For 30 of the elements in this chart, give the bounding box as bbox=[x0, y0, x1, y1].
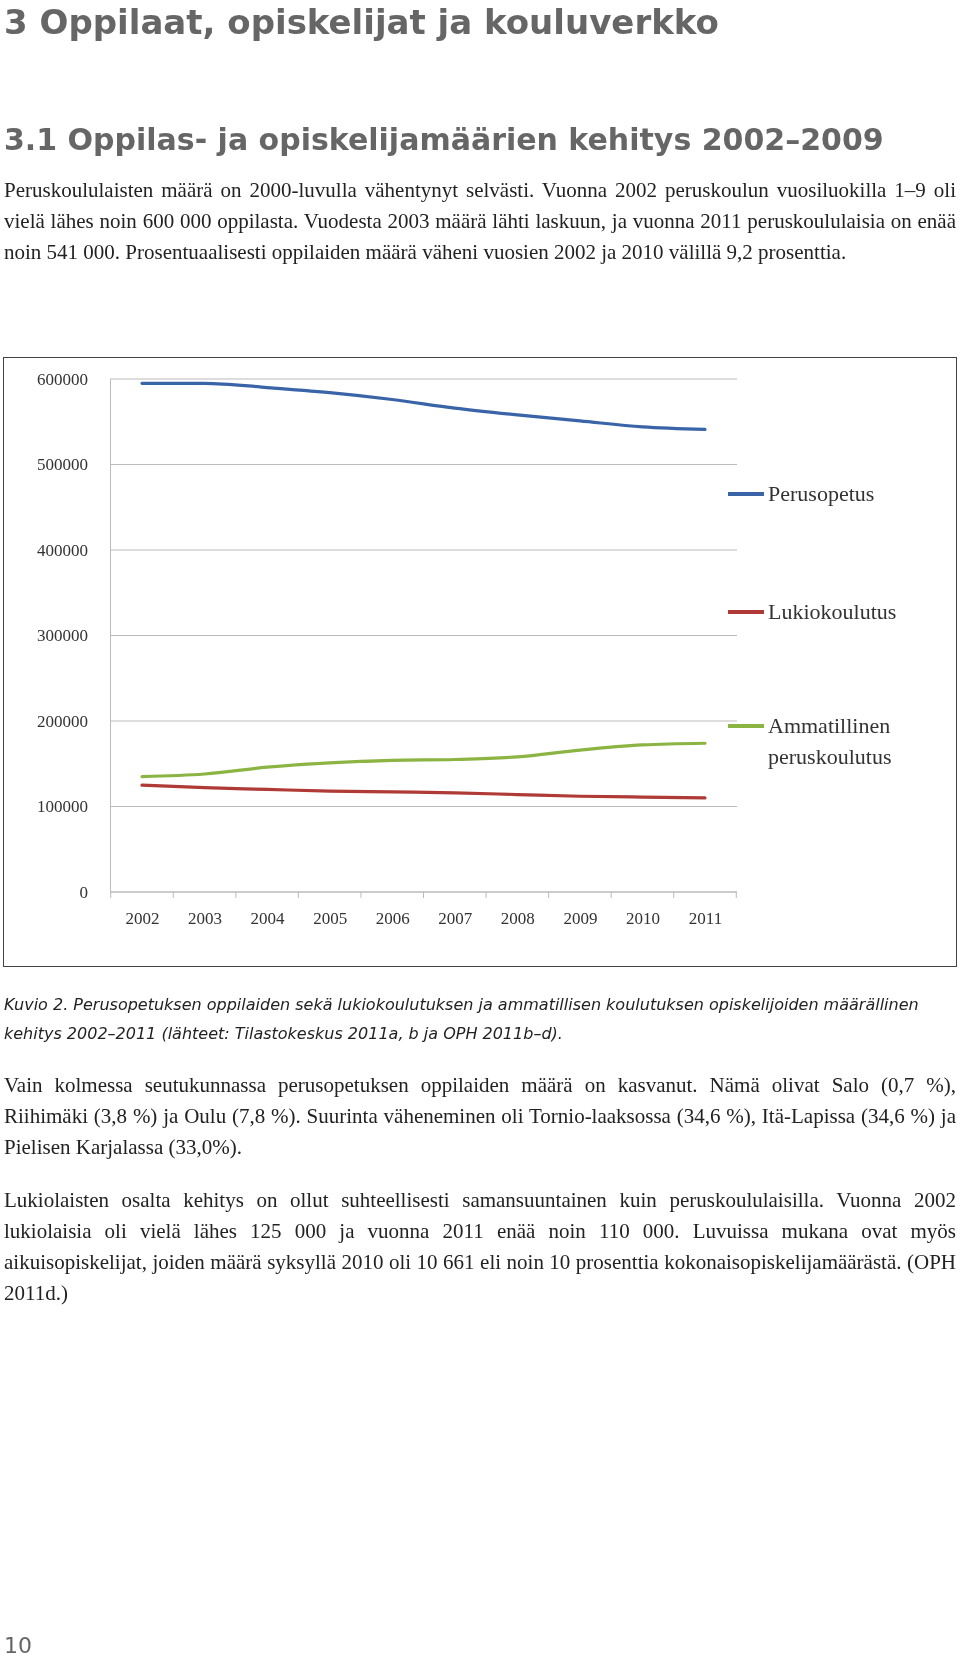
y-tick-label: 400000 bbox=[36, 540, 88, 560]
x-tick-label: 2002 bbox=[125, 908, 159, 928]
y-tick-label: 200000 bbox=[36, 711, 88, 731]
y-tick-label: 600000 bbox=[36, 369, 88, 389]
text: Kuvio 2. Perusopetuksen oppilaiden sekä lukiokoulutuksen ja ammatillisen koulutuksen opiskelijoiden määrällinen kehitys 2002–2011 (lähteet: Tilastokeskus 2011a, b ja OPH 2011b–d). bbox=[4, 994, 920, 1045]
text: 10 bbox=[4, 1632, 33, 1660]
x-tick-label: 2009 bbox=[562, 908, 597, 928]
chart-title: 3 Oppilaat, opiskelijat ja kouluverkko bbox=[4, 2, 719, 42]
x-tick-label: 2008 bbox=[500, 908, 535, 928]
x-tick-label: 2007 bbox=[437, 908, 473, 928]
x-tick-label: 2011 bbox=[688, 908, 722, 928]
x-tick-label: 2010 bbox=[625, 908, 660, 928]
text: Vain kolmessa seutukunnassa perusopetuksen oppilaiden määrä on kasvanut. Nämä olivat Salo (0,7 %), Riihimäki (3,8 %) ja Oulu (7,8 %). Suurinta väheneminen oli Tornio-laaksossa (34,6 %), Itä-Lapissa (34,6 %) ja Pielisen Karjalassa (33,0%). bbox=[4, 1072, 956, 1161]
legend-label: Perusopetus bbox=[768, 481, 875, 506]
x-tick-label: 2004 bbox=[250, 908, 285, 928]
line-series bbox=[139, 741, 707, 778]
y-tick-label: 300000 bbox=[36, 625, 88, 645]
y-tick-label: 0 bbox=[79, 882, 88, 902]
y-tick-label: 100000 bbox=[36, 796, 88, 816]
line-series bbox=[139, 381, 707, 431]
text: Lukiolaisten osalta kehitys on ollut suhteellisesti samansuuntainen kuin peruskoululaisilla. Vuonna 2002 lukiolaisia oli vielä lähes 125 000 ja vuonna 2011 enää noin 110 000. Luvuissa mukana ovat myös aikuisopiskelijat, joiden määrä syksyllä 2010 oli 10 661 eli noin 10 prosenttia kokonaisopiskelijamäärästä. (OPH 2011d.) bbox=[4, 1187, 956, 1307]
text: Peruskoululaisten määrä on 2000-luvulla vähentynyt selvästi. Vuonna 2002 peruskoulun vuosiluokilla 1–9 oli vielä lähes noin 600 000 oppilasta. Vuodesta 2003 määrä lähti laskuun, ja vuonna 2011 peruskoululaisia on enää noin 541 000. Prosentuaalisesti oppilaiden määrä väheni vuosien 2002 ja 2010 välillä 9,2 prosenttia. bbox=[4, 177, 956, 266]
y-tick-label: 500000 bbox=[36, 454, 88, 474]
line-series bbox=[139, 783, 707, 800]
legend-label: Lukiokoulutus bbox=[768, 599, 897, 624]
legend-label: Ammatillinen peruskoulutus bbox=[768, 713, 892, 769]
x-tick-label: 2003 bbox=[187, 908, 222, 928]
x-tick-label: 2006 bbox=[375, 908, 410, 928]
chart-subtitle: 3.1 Oppilas- ja opiskelijamäärien kehitys 2002–2009 bbox=[4, 122, 884, 157]
x-tick-label: 2005 bbox=[312, 908, 347, 928]
